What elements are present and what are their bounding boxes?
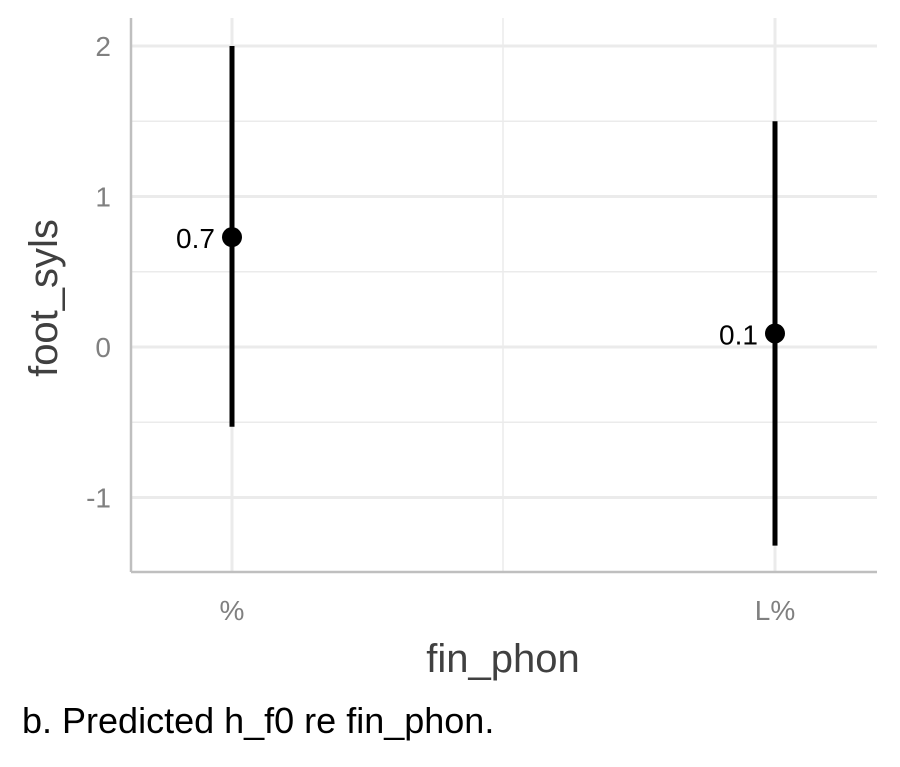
chart: 2 1 0 -1% L% 0.7 0.1 fin_phon foot_syls [22, 18, 877, 681]
data-label: 0.7 [176, 223, 215, 254]
data-point [765, 323, 785, 344]
y-tick-label: -1 [86, 483, 111, 514]
grid [131, 18, 877, 572]
y-axis-title: foot_syls [22, 219, 66, 377]
marks [222, 46, 785, 546]
x-tick-label: % [220, 595, 245, 626]
y-tick-label: 0 [95, 332, 111, 363]
y-tick-label: 1 [95, 182, 111, 213]
axes: 2 1 0 -1% L% [86, 18, 877, 626]
x-tick-label: L% [755, 595, 795, 626]
x-axis-title: fin_phon [426, 637, 579, 681]
labels: 0.7 0.1 [176, 223, 758, 350]
data-point [222, 227, 242, 248]
data-label: 0.1 [719, 319, 758, 350]
y-tick-label: 2 [95, 31, 111, 62]
figure-caption: b. Predicted h_f0 re fin_phon. [22, 700, 495, 741]
